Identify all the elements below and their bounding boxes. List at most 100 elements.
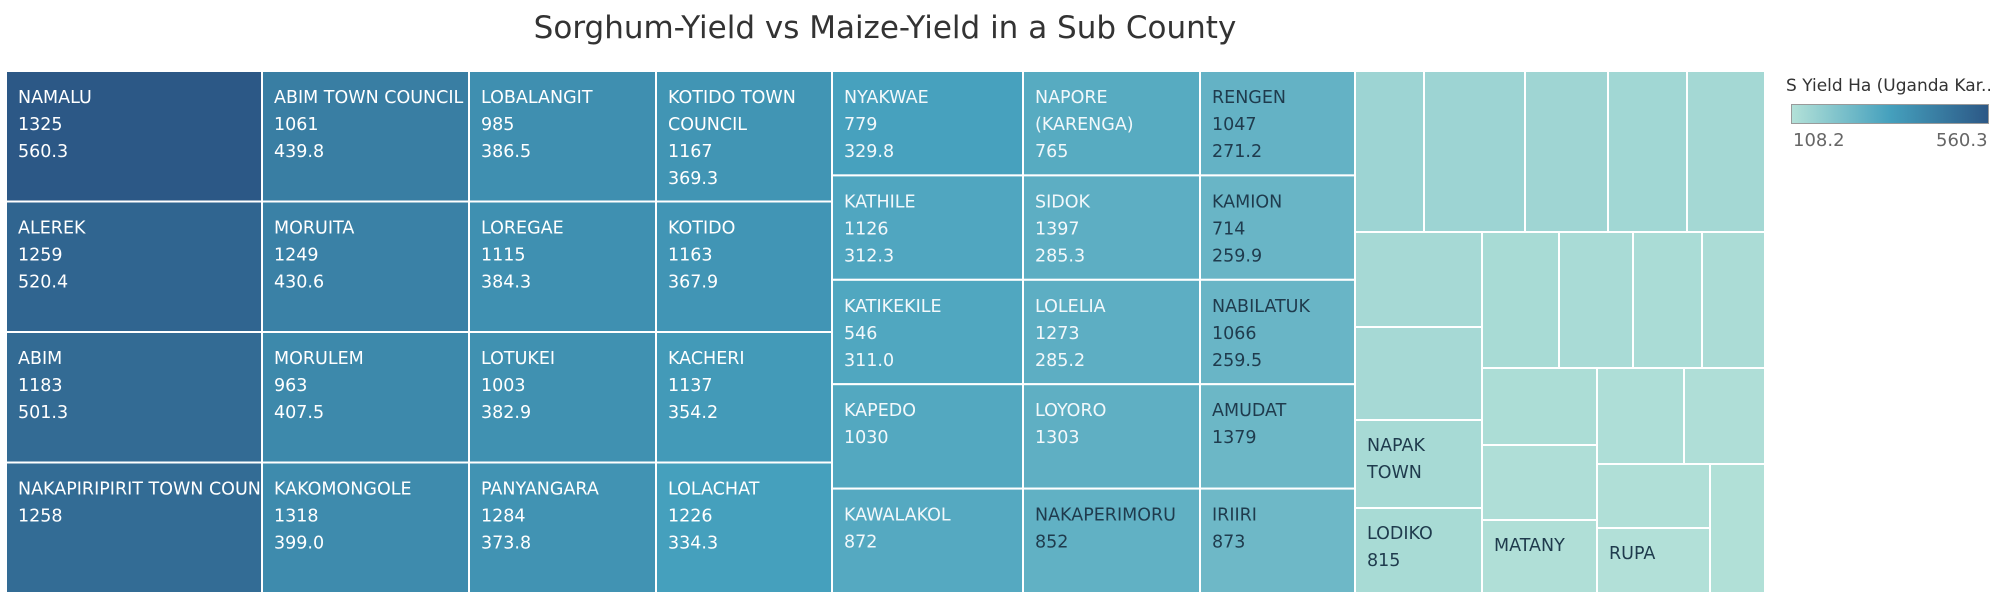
cell-lolelia[interactable] xyxy=(1022,278,1201,386)
cell-lolachat[interactable] xyxy=(655,461,833,594)
cell-nakapiripirit-town-council-label: NAKAPIRIPIRIT TOWN COUNCIL xyxy=(18,480,288,500)
cell-small-9[interactable] xyxy=(1632,231,1703,369)
cell-sidok-label: 285.3 xyxy=(1035,246,1085,266)
cell-small-1[interactable] xyxy=(1354,70,1425,233)
cell-sidok-label: 1397 xyxy=(1035,219,1080,239)
cell-kapedo-label: KAPEDO xyxy=(844,401,916,421)
cell-lolelia-label: 1273 xyxy=(1035,324,1080,344)
cell-moruita-label: 1249 xyxy=(274,246,319,266)
cell-katikekile-label: 311.0 xyxy=(844,351,894,371)
cell-loyoro[interactable] xyxy=(1022,383,1201,490)
cell-lobalangit-label: LOBALANGIT xyxy=(481,88,593,108)
cell-namalu[interactable] xyxy=(5,70,263,203)
cell-sidok-label: SIDOK xyxy=(1035,192,1091,212)
cell-lolachat-label: 334.3 xyxy=(668,534,718,554)
cell-small-15[interactable] xyxy=(1481,444,1598,521)
cell-panyangara[interactable] xyxy=(468,461,657,594)
cell-loregae-label: 384.3 xyxy=(481,273,531,293)
cell-small-3[interactable] xyxy=(1524,70,1609,233)
cell-small-14[interactable] xyxy=(1683,367,1766,465)
cell-small-12[interactable] xyxy=(1481,367,1598,446)
cell-small-2[interactable] xyxy=(1423,70,1526,233)
cell-iriiri[interactable] xyxy=(1199,487,1356,595)
cell-kawalakol[interactable] xyxy=(831,487,1024,595)
cell-nakapiripirit-town-council-label: 1258 xyxy=(18,507,63,527)
cell-morulem[interactable] xyxy=(261,331,470,464)
cell-lobalangit-label: 985 xyxy=(481,115,514,135)
cell-matany[interactable] xyxy=(1481,519,1598,594)
cell-abim-label: 501.3 xyxy=(18,403,68,423)
cell-moruita-label: MORUITA xyxy=(274,219,354,239)
cell-loyoro-label: 1303 xyxy=(1035,428,1080,448)
cell-napore-karenga[interactable] xyxy=(1022,70,1201,177)
cell-small-4[interactable] xyxy=(1607,70,1688,233)
cell-kathile[interactable] xyxy=(831,174,1024,281)
cell-nakaperimoru[interactable] xyxy=(1022,487,1201,595)
cell-nabilatuk[interactable] xyxy=(1199,278,1356,386)
legend-min-label: 108.2 xyxy=(1793,130,1845,151)
cell-katikekile-label: KATIKEKILE xyxy=(844,297,942,317)
cell-nyakwae-label: 329.8 xyxy=(844,142,894,162)
cell-iriiri-label: IRIIRI xyxy=(1212,506,1257,526)
cell-kotido-town-council-label: 1167 xyxy=(668,142,713,162)
cell-kacheri-label: 1137 xyxy=(668,376,713,396)
cell-kamion-label: 714 xyxy=(1212,219,1245,239)
cell-panyangara-label: 1284 xyxy=(481,507,526,527)
cell-lotukei-label: LOTUKEI xyxy=(481,349,555,369)
cell-kotido-town-council-label: 369.3 xyxy=(668,169,718,189)
cell-small-8[interactable] xyxy=(1558,231,1634,369)
cell-iriiri-label: 873 xyxy=(1212,533,1245,553)
cell-kotido-label: 367.9 xyxy=(668,273,718,293)
cell-matany-label: MATANY xyxy=(1494,536,1565,556)
legend-max-label: 560.3 xyxy=(1936,130,1988,151)
cell-amudat-label: 1379 xyxy=(1212,428,1257,448)
cell-namalu-label: NAMALU xyxy=(18,88,92,108)
cell-napak-town[interactable] xyxy=(1354,419,1483,509)
cell-small-16[interactable] xyxy=(1596,463,1711,529)
cell-small-17[interactable] xyxy=(1709,463,1766,594)
cell-sidok[interactable] xyxy=(1022,174,1201,281)
cell-kakomongole-label: 1318 xyxy=(274,507,319,527)
cell-rupa-label: RUPA xyxy=(1609,544,1655,564)
cell-rengen-label: RENGEN xyxy=(1212,88,1286,108)
cell-kathile-label: 312.3 xyxy=(844,246,894,266)
cell-small-11[interactable] xyxy=(1354,326,1483,421)
cell-napore-karenga-label: 765 xyxy=(1035,142,1068,162)
cell-kawalakol-label: KAWALAKOL xyxy=(844,506,951,526)
cell-nakapiripirit-town-council[interactable] xyxy=(5,461,263,594)
cell-small-6[interactable] xyxy=(1354,231,1483,328)
cell-amudat[interactable] xyxy=(1199,383,1356,490)
cell-loregae-label: LOREGAE xyxy=(481,219,564,239)
cell-kakomongole[interactable] xyxy=(261,461,470,594)
cell-katikekile[interactable] xyxy=(831,278,1024,386)
cell-abim[interactable] xyxy=(5,331,263,464)
cell-nyakwae-label: NYAKWAE xyxy=(844,88,929,108)
cell-kawalakol-label: 872 xyxy=(844,533,877,553)
cell-small-13[interactable] xyxy=(1596,367,1685,465)
cell-kathile-label: KATHILE xyxy=(844,192,916,212)
cell-lobalangit[interactable] xyxy=(468,70,657,203)
cell-small-5[interactable] xyxy=(1686,70,1766,233)
cell-alerek[interactable] xyxy=(5,200,263,333)
cell-napore-karenga-label: (KARENGA) xyxy=(1035,115,1134,135)
cell-kapedo[interactable] xyxy=(831,383,1024,490)
cell-small-7[interactable] xyxy=(1481,231,1560,369)
legend-title: S Yield Ha (Uganda Kar.. xyxy=(1786,76,1990,96)
cell-loregae[interactable] xyxy=(468,200,657,333)
cell-kotido[interactable] xyxy=(655,200,833,333)
cell-rupa[interactable] xyxy=(1596,527,1711,594)
cell-kacheri[interactable] xyxy=(655,331,833,464)
cell-kamion-label: 259.9 xyxy=(1212,246,1262,266)
cell-lobalangit-label: 386.5 xyxy=(481,142,531,162)
cell-lodiko[interactable] xyxy=(1354,507,1483,594)
cell-kacheri-label: 354.2 xyxy=(668,403,718,423)
cell-kotido-town-council[interactable] xyxy=(655,70,833,203)
cell-lolachat-label: 1226 xyxy=(668,507,713,527)
cell-nyakwae[interactable] xyxy=(831,70,1024,177)
cell-kotido-label: KOTIDO xyxy=(668,219,735,239)
cell-small-10[interactable] xyxy=(1701,231,1766,369)
cell-nabilatuk-label: 259.5 xyxy=(1212,351,1262,371)
cell-nakaperimoru-label: NAKAPERIMORU xyxy=(1035,506,1176,526)
cell-kamion-label: KAMION xyxy=(1212,192,1282,212)
cell-napore-karenga-label: NAPORE xyxy=(1035,88,1108,108)
